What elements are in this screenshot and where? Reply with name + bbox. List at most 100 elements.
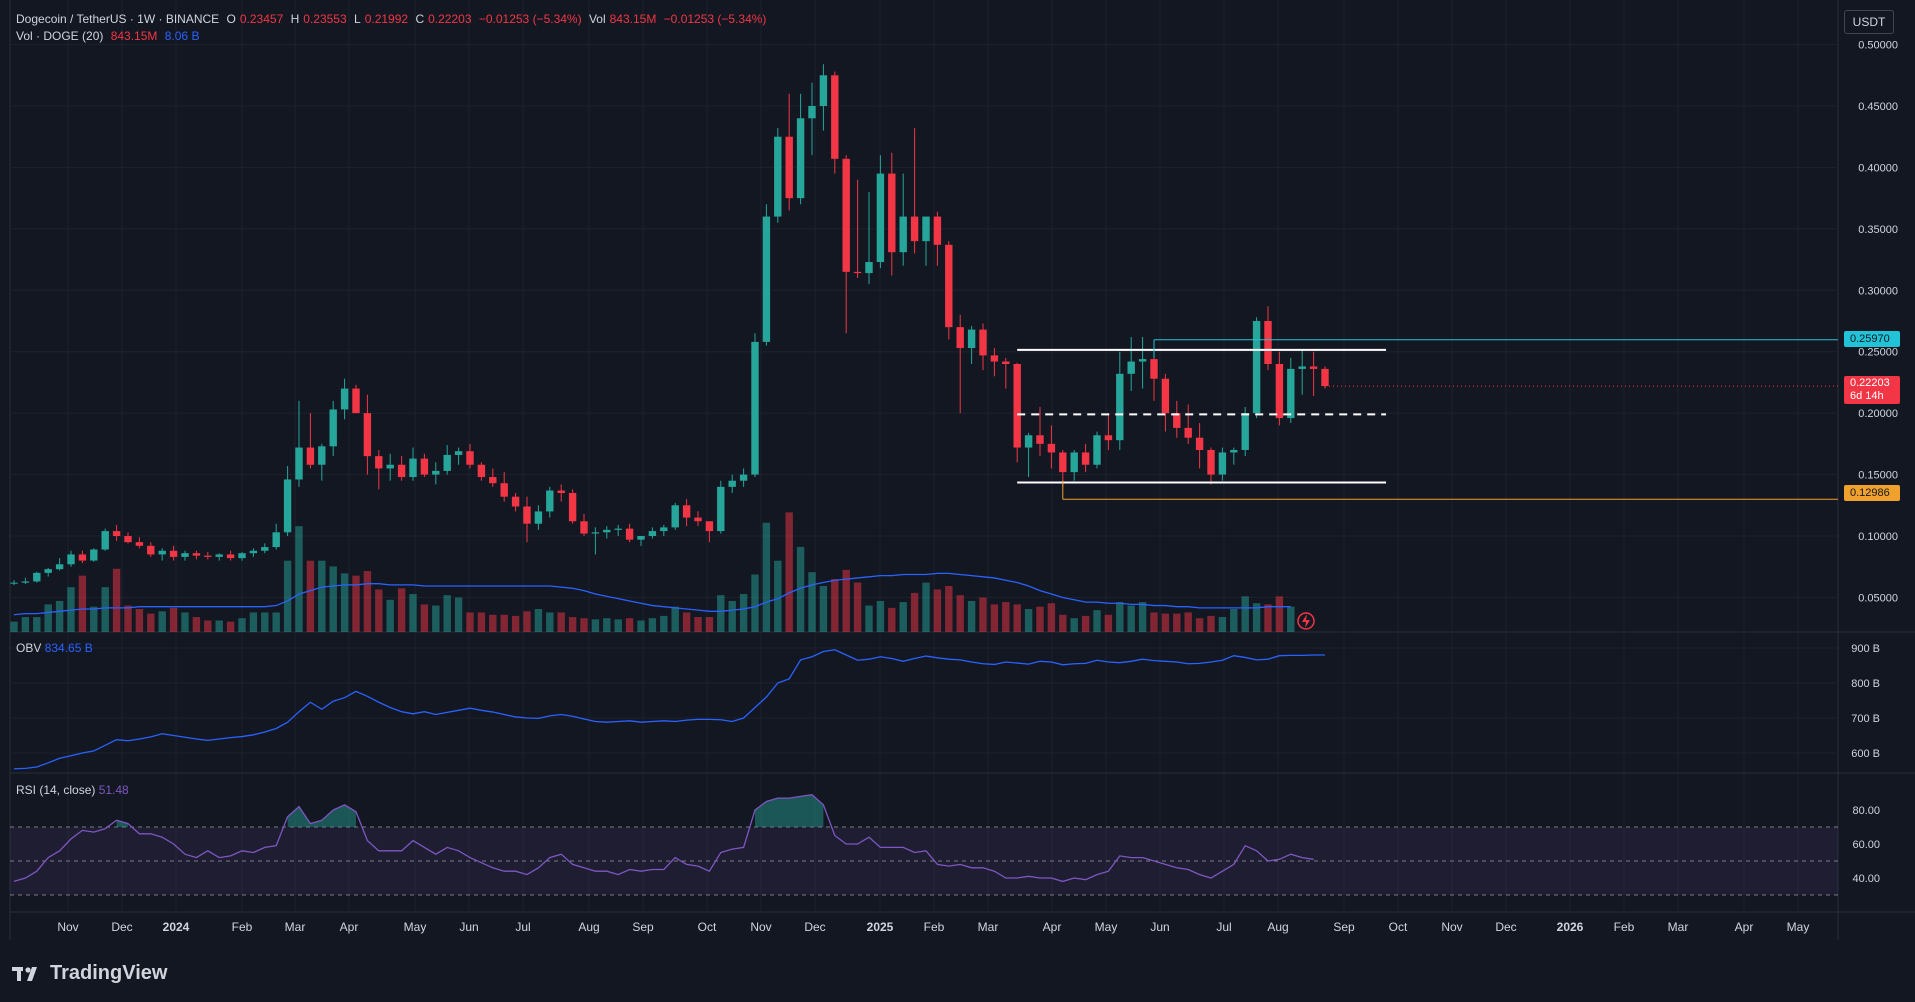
- candle-body: [10, 582, 18, 584]
- candle-body: [853, 271, 862, 274]
- candle-body: [580, 521, 588, 534]
- volume-bar: [1024, 609, 1033, 632]
- volume-bar: [1059, 614, 1067, 632]
- volume-bar: [739, 594, 748, 632]
- candle-body: [1275, 364, 1284, 419]
- time-tick-label: Oct: [698, 920, 717, 934]
- candle-body: [1070, 452, 1078, 473]
- time-tick-label: Mar: [978, 920, 999, 934]
- volume-bar: [1218, 617, 1227, 632]
- volume-bar: [1036, 606, 1044, 632]
- volume-bar: [352, 575, 360, 632]
- volume-bar: [340, 573, 349, 632]
- volume-bar: [1161, 613, 1170, 632]
- rsi-legend: RSI (14, close) 51.48: [16, 783, 129, 797]
- candle-body: [591, 532, 600, 534]
- volume-bar: [420, 604, 429, 632]
- time-tick-label: May: [404, 920, 427, 934]
- obv-tick-label: 600 B: [1851, 748, 1880, 760]
- candle-body: [1127, 361, 1135, 374]
- time-tick-label: Jun: [1150, 920, 1169, 934]
- volume-bar: [831, 579, 839, 632]
- volume-ma-value: 8.06 B: [164, 29, 200, 43]
- lightning-icon: [1302, 614, 1310, 628]
- volume-bar: [397, 588, 406, 632]
- volume-bar: [956, 595, 964, 632]
- candle-body: [660, 527, 668, 532]
- volume-bar: [443, 595, 451, 632]
- time-tick-label: Apr: [1735, 920, 1754, 934]
- volume-bar: [990, 604, 999, 632]
- time-tick-label: Jun: [459, 920, 478, 934]
- tradingview-logo-icon: [12, 966, 37, 981]
- candle-body: [124, 536, 132, 543]
- volume-bar: [215, 620, 223, 632]
- candle-body: [888, 173, 896, 253]
- time-tick-label: Apr: [340, 920, 359, 934]
- candle-body: [979, 329, 987, 356]
- volume-bar: [261, 612, 269, 632]
- volume-bar: [1264, 604, 1272, 632]
- legend-symbol: Dogecoin / TetherUS · 1W · BINANCE O 0.23…: [16, 12, 770, 26]
- candle-body: [910, 216, 919, 242]
- volume-bar: [363, 571, 372, 632]
- volume-bar: [979, 597, 987, 632]
- support-price-tag: 0.12986: [1844, 485, 1900, 501]
- volume-bar: [819, 586, 828, 632]
- time-tick-label: Jul: [1216, 920, 1231, 934]
- candle-body: [956, 327, 964, 349]
- volume-label: Vol: [588, 12, 606, 26]
- volume-bar: [386, 599, 394, 632]
- chart-svg[interactable]: Nov Dec 2024 Feb Mar Apr May Jun Jul Aug Sep Oct Nov…: [0, 0, 1915, 945]
- time-tick-label: Nov: [1441, 920, 1462, 934]
- candle-body: [249, 550, 258, 554]
- volume-bar: [454, 597, 463, 632]
- volume-bar: [1093, 610, 1101, 632]
- volume-bar: [318, 560, 326, 632]
- volume-bar: [1275, 596, 1284, 632]
- resistance-price-tag: 0.25970: [1844, 331, 1900, 347]
- candle-body: [363, 413, 372, 457]
- volume-bar: [272, 612, 280, 632]
- volume-bar: [375, 589, 383, 632]
- tradingview-logo[interactable]: TradingView: [12, 962, 167, 985]
- time-tick-label: May: [1787, 920, 1810, 934]
- volume-bar: [1104, 614, 1113, 632]
- candle-body: [785, 136, 793, 199]
- time-tick-label: Dec: [1495, 920, 1516, 934]
- volume-bar: [55, 600, 64, 632]
- time-tick-label: Feb: [924, 920, 945, 934]
- candle-body: [375, 456, 383, 469]
- volume-bar: [774, 560, 782, 632]
- volume-bar: [705, 617, 714, 632]
- volume-change: −0.01253 (−5.34%): [663, 12, 767, 26]
- candle-body: [990, 355, 999, 362]
- volume-bar: [1138, 602, 1147, 632]
- candle-body: [329, 409, 337, 447]
- obv-line: [13, 649, 1325, 770]
- volume-bar: [1081, 615, 1090, 632]
- candle-body: [500, 483, 508, 497]
- volume-bar: [33, 617, 41, 632]
- volume-bar: [78, 575, 87, 632]
- candle-body: [1047, 443, 1056, 453]
- low-value: 0.21992: [364, 12, 409, 26]
- volume-bar: [933, 589, 942, 632]
- volume-bar: [101, 587, 109, 632]
- price-tick-label: 0.05000: [1858, 592, 1898, 604]
- candle-body: [1024, 435, 1033, 448]
- candle-body: [1264, 321, 1272, 364]
- rsi-tick-label: 40.00: [1852, 873, 1880, 885]
- volume-bar: [409, 594, 417, 632]
- volume-bar: [648, 618, 657, 632]
- rsi-overbought-fill: [755, 794, 824, 827]
- candle-body: [78, 554, 87, 561]
- volume-bar: [865, 605, 873, 632]
- volume-bar: [500, 614, 508, 632]
- time-tick-label: Sep: [1333, 920, 1355, 934]
- currency-button[interactable]: USDT: [1844, 10, 1894, 34]
- candle-body: [1013, 364, 1021, 448]
- volume-bar: [511, 615, 520, 632]
- volume-bar: [1047, 603, 1056, 632]
